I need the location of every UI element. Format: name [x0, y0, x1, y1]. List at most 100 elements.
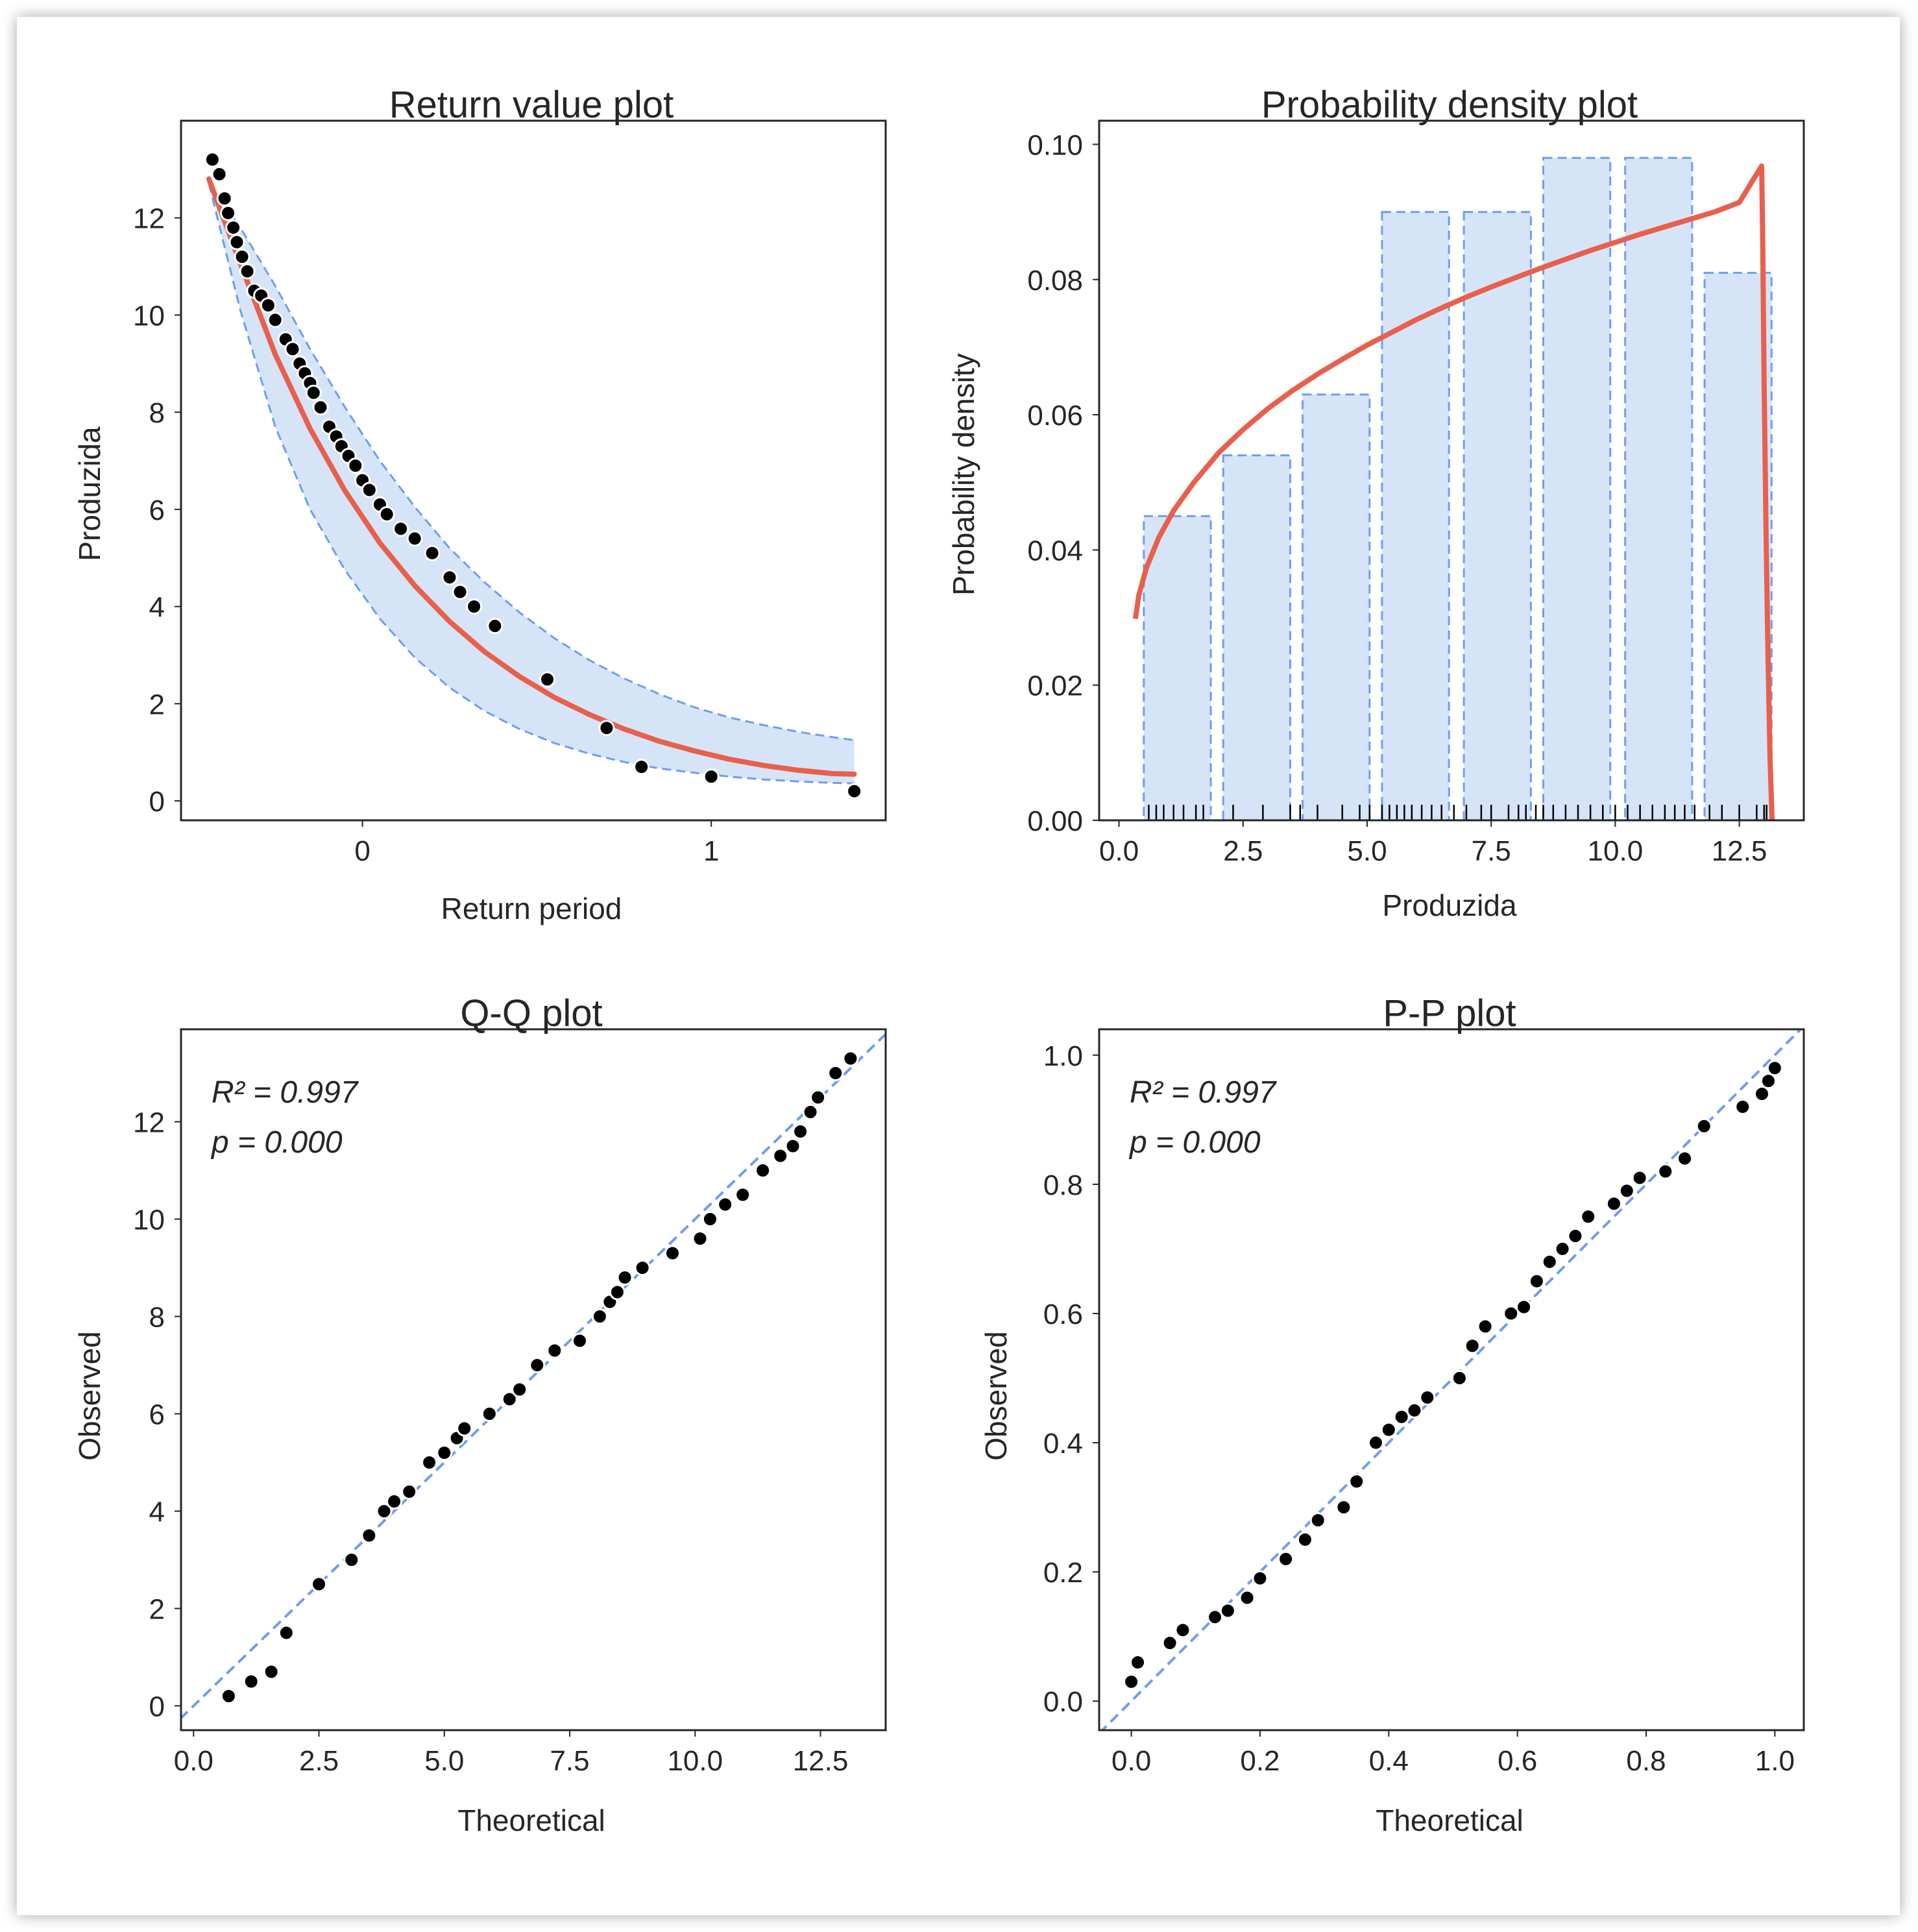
qq-panel: Q-Q plot Theoretical Observed R² = 0.997…: [73, 992, 887, 1837]
qq-point: [361, 1527, 378, 1544]
qq-point: [717, 1196, 734, 1213]
qq-r2-annotation: R² = 0.997: [212, 1075, 359, 1110]
pp-point: [1567, 1228, 1584, 1245]
return-point: [598, 720, 615, 737]
density-panel: Probability density plot Produzida Proba…: [947, 84, 1805, 922]
qq-point: [784, 1138, 801, 1155]
pp-point: [1580, 1208, 1597, 1225]
return-xtick-label: 1: [703, 835, 719, 867]
return-fit-line: [206, 176, 857, 777]
pp-axes-frame: [1098, 1028, 1805, 1731]
pp-point: [1554, 1240, 1571, 1257]
return-ytick-label: 4: [149, 592, 165, 624]
pp-panel: P-P plot Theoretical Observed R² = 0.997…: [979, 992, 1805, 1837]
qq-point: [421, 1454, 438, 1471]
return-ytick-label: 8: [149, 397, 165, 429]
density-bar: [1143, 515, 1212, 820]
qq-xtick-label: 2.5: [299, 1745, 339, 1777]
pp-ylabel: Observed: [979, 1331, 1013, 1460]
return-ytick-label: 6: [149, 495, 165, 526]
qq-point: [263, 1663, 280, 1680]
qq-ytick-label: 2: [149, 1594, 165, 1626]
pp-p-annotation: p = 0.000: [1128, 1125, 1261, 1160]
density-xtick-label: 5.0: [1347, 835, 1387, 867]
return-point: [260, 297, 276, 313]
qq-point: [376, 1503, 393, 1519]
return-point: [204, 151, 221, 168]
qq-point: [810, 1089, 827, 1106]
pp-ytick-label: 0.4: [1043, 1428, 1083, 1460]
return-ytick-label: 12: [133, 203, 165, 235]
qq-ytick-label: 12: [133, 1107, 165, 1139]
pp-xtick-label: 0.4: [1369, 1745, 1409, 1777]
density-xlabel: Produzida: [1382, 888, 1517, 922]
return-point: [846, 783, 863, 800]
pp-point: [1309, 1511, 1326, 1528]
pp-point: [1161, 1635, 1178, 1652]
qq-ytick-label: 4: [149, 1497, 165, 1528]
pp-point: [1174, 1622, 1191, 1639]
return-title: Return value plot: [389, 84, 674, 126]
pp-title: P-P plot: [1383, 992, 1516, 1034]
pp-r2-annotation: R² = 0.997: [1130, 1075, 1278, 1110]
figure-frame: Return value plot Return period Produzid…: [17, 17, 1900, 1915]
qq-point: [842, 1050, 859, 1067]
qq-ylabel: Observed: [73, 1331, 106, 1460]
return-point: [267, 312, 284, 328]
density-xtick-label: 12.5: [1712, 835, 1767, 867]
qq-ytick-label: 8: [149, 1302, 165, 1334]
pp-point: [1380, 1421, 1397, 1438]
return-point: [239, 263, 256, 280]
qq-title: Q-Q plot: [460, 992, 602, 1034]
pp-point: [1278, 1550, 1294, 1567]
qq-reference-line: [181, 1032, 886, 1720]
qq-xtick-label: 7.5: [550, 1745, 589, 1777]
pp-point: [1367, 1434, 1384, 1451]
return-xtick-label: 0: [354, 835, 370, 867]
return-ylabel: Produzida: [73, 426, 106, 561]
pp-point: [1348, 1473, 1365, 1490]
density-xtick-label: 10.0: [1588, 835, 1644, 867]
pp-point: [1657, 1163, 1674, 1180]
return-point: [441, 569, 458, 586]
qq-point: [481, 1406, 498, 1422]
density-xtick-label: 0.0: [1099, 835, 1139, 867]
qq-point: [456, 1420, 473, 1437]
density-ytick-label: 0.10: [1027, 129, 1083, 161]
qq-xtick-label: 12.5: [793, 1745, 849, 1777]
qq-point: [792, 1123, 809, 1140]
return-confidence-band: [209, 184, 855, 784]
qq-point: [386, 1493, 403, 1510]
return-point: [284, 341, 301, 358]
figure-canvas: Return value plot Return period Produzid…: [73, 84, 1805, 1837]
return-point: [703, 768, 720, 785]
pp-xtick-label: 0.2: [1240, 1745, 1280, 1777]
qq-point: [772, 1147, 789, 1164]
return-point: [424, 544, 441, 561]
return-point: [406, 530, 423, 547]
qq-point: [571, 1332, 588, 1349]
pp-ytick-label: 1.0: [1043, 1040, 1083, 1072]
return-point: [312, 399, 329, 416]
pp-point: [1252, 1570, 1269, 1587]
pp-point: [1393, 1408, 1410, 1425]
pp-point: [1123, 1673, 1140, 1690]
qq-point: [802, 1104, 819, 1120]
pp-xlabel: Theoretical: [1376, 1804, 1523, 1837]
qq-point: [609, 1284, 625, 1301]
density-ytick-label: 0.08: [1027, 265, 1083, 297]
qq-point: [634, 1260, 651, 1276]
density-bar: [1703, 271, 1773, 820]
qq-point: [734, 1186, 751, 1203]
pp-ytick-label: 0.2: [1043, 1557, 1083, 1589]
qq-point: [701, 1211, 718, 1227]
pp-point: [1766, 1060, 1783, 1077]
return-point: [305, 384, 322, 401]
qq-xtick-label: 10.0: [667, 1745, 723, 1777]
density-bar: [1624, 156, 1693, 820]
pp-point: [1516, 1299, 1533, 1315]
qq-xlabel: Theoretical: [457, 1804, 605, 1837]
qq-point: [546, 1342, 563, 1359]
return-point: [216, 190, 233, 207]
pp-point: [1760, 1073, 1777, 1090]
